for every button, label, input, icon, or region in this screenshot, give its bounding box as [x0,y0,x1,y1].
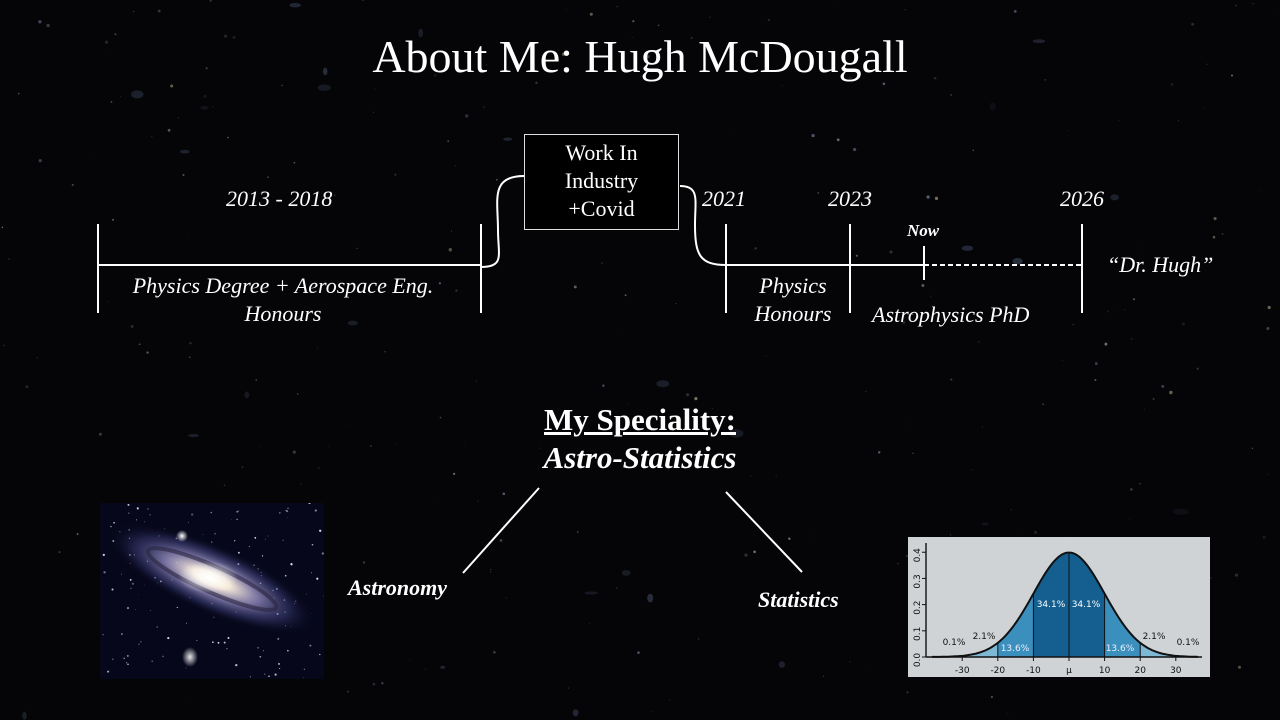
honours-label-line2: Honours [754,301,832,326]
honours-label: Physics Honours [733,272,853,328]
year-2021: 2021 [702,186,746,211]
chart-label: μ [1066,666,1072,676]
chart-label: 13.6% [1106,644,1135,654]
page-title: About Me: Hugh McDougall [372,31,908,82]
year-2023: 2023 [828,186,872,211]
branch-line-astronomy [462,487,540,574]
box-line-2: Industry [564,168,639,193]
chart-label: 0.2 [913,600,923,614]
chart-label: 0.1% [943,638,966,648]
goal-label: “Dr. Hugh” [1107,252,1214,277]
year-2026: 2026 [1060,186,1104,211]
degree-label-line1: Physics Degree + Aerospace Eng. [132,273,434,298]
chart-label: -20 [990,666,1005,676]
honours-label-line1: Physics [759,273,827,298]
degree-label-line2: Honours [244,301,322,326]
branch-statistics: Statistics [758,587,839,612]
timeline-bracket-right [679,185,727,266]
degree-label: Physics Degree + Aerospace Eng. Honours [90,272,476,328]
normal-distribution-chart: -30 -20 -10 μ 10 20 30 0.4 0.3 0.2 0.1 0.0 0.1% 2.1% 1… [908,537,1210,677]
chart-label: 0.0 [913,653,923,668]
timeline-bracket-left [480,175,525,268]
branch-line-statistics [725,491,803,573]
chart-label: 30 [1170,666,1182,676]
galaxy-image [100,503,324,679]
box-line-3: +Covid [568,196,635,221]
chart-label: 34.1% [1072,600,1101,610]
period-2013-2018: 2013 - 2018 [226,186,333,211]
chart-label: 13.6% [1001,644,1030,654]
chart-label: 10 [1099,666,1111,676]
chart-label: 0.1% [1177,638,1200,648]
speciality-heading: My Speciality: [544,402,736,437]
branch-astronomy: Astronomy [348,575,448,600]
chart-label: -30 [955,666,970,676]
now-marker-label: Now [907,221,940,240]
chart-label: 0.4 [913,548,923,563]
chart-label: 2.1% [1143,632,1166,642]
chart-label: 0.1 [913,627,923,641]
chart-label: 34.1% [1037,600,1066,610]
work-industry-box: Work In Industry +Covid [524,134,679,230]
chart-label: 20 [1134,666,1146,676]
chart-label: 2.1% [973,632,996,642]
phd-label: Astrophysics PhD [872,302,1030,327]
box-line-1: Work In [565,140,638,165]
chart-label: -10 [1026,666,1041,676]
speciality-field: Astro-Statistics [543,440,737,475]
chart-label: 0.3 [913,574,923,588]
